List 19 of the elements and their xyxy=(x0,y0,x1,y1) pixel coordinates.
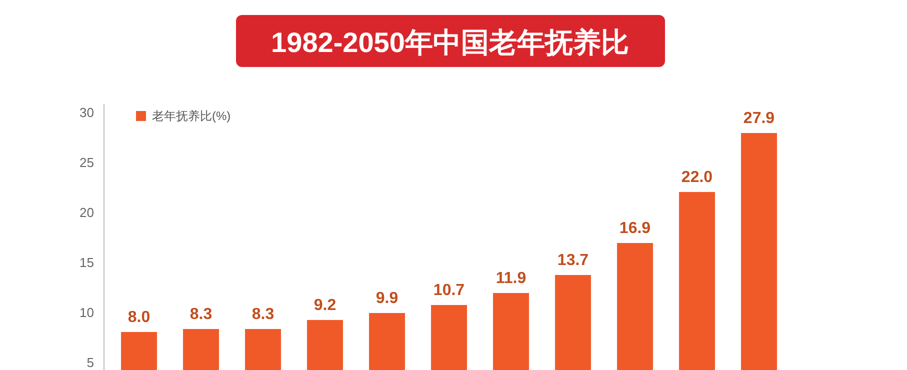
legend-label: 老年抚养比(%) xyxy=(152,109,231,123)
data-label: 10.7 xyxy=(433,282,465,299)
y-tick-label: 25 xyxy=(80,155,94,170)
data-label: 9.9 xyxy=(376,290,398,307)
data-label: 13.7 xyxy=(557,252,589,269)
data-label: 9.2 xyxy=(314,297,336,314)
y-tick-label: 5 xyxy=(86,355,94,370)
data-label: 8.3 xyxy=(190,306,212,323)
data-label: 16.9 xyxy=(619,220,651,237)
data-label: 27.9 xyxy=(743,110,775,127)
y-tick-label: 20 xyxy=(80,205,94,220)
y-tick-label: 10 xyxy=(80,305,94,320)
data-label: 8.0 xyxy=(128,309,150,326)
chart-title: 1982-2050年中国老年抚养比 xyxy=(271,27,629,58)
y-tick-label: 30 xyxy=(80,105,94,120)
data-label: 11.9 xyxy=(496,270,526,287)
data-label: 22.0 xyxy=(681,169,713,186)
data-label: 8.3 xyxy=(252,306,274,323)
y-tick-label: 15 xyxy=(80,255,94,270)
